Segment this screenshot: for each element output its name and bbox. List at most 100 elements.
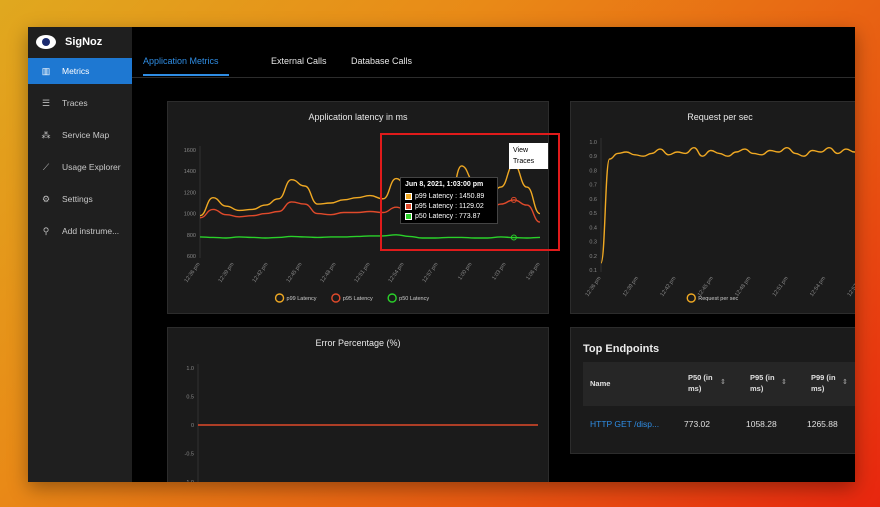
y-tick-label: 0.4 — [589, 225, 597, 231]
y-tick-label: 800 — [187, 233, 196, 239]
x-tick-label: 12:42 pm — [252, 261, 270, 284]
rps-chart[interactable]: 1.0 0.9 0.8 0.7 0.6 0.5 0.4 0.3 0.2 0.112:36 pm 12… — [571, 102, 855, 315]
legend-marker — [274, 293, 285, 303]
x-tick-label: 12:45 pm — [697, 275, 715, 298]
view-traces-button[interactable]: View Traces — [509, 143, 548, 169]
y-tick-label: 0.8 — [589, 168, 597, 174]
endpoint-p99: 1265.88 — [807, 419, 838, 429]
x-tick-label: 12:57 pm — [847, 275, 855, 298]
sidebar-item-traces[interactable]: ☰ Traces — [28, 90, 132, 116]
x-tick-label: 1:06 pm — [525, 261, 542, 281]
x-tick-label: 12:48 pm — [734, 275, 752, 298]
x-tick-label: 12:51 pm — [354, 261, 372, 284]
y-tick-label: 0.3 — [589, 240, 597, 246]
legend-label: p50 Latency — [399, 296, 429, 302]
tooltip-row-p50: p50 Latency : 773.87 — [405, 211, 493, 221]
app-window: SigNoz ▥ Metrics ☰ Traces ⁂ Service Map … — [28, 27, 855, 482]
endpoint-p50: 773.02 — [684, 419, 710, 429]
tab-bar: Application Metrics External Calls Datab… — [132, 27, 855, 78]
sort-p50-icon[interactable]: ⇕ — [720, 379, 726, 386]
sidebar-item-label: Settings — [62, 194, 93, 204]
app-name: SigNoz — [65, 36, 103, 48]
legend-label: p99 Latency — [287, 296, 317, 302]
hover-point — [510, 196, 517, 203]
y-tick-label: -1.0 — [185, 480, 194, 482]
x-tick-label: 12:36 pm — [585, 275, 603, 298]
sort-p95-icon[interactable]: ⇕ — [781, 379, 787, 386]
table-row[interactable]: HTTP GET /disp... 773.02 1058.28 1265.88 — [583, 406, 855, 442]
sidebar-item-add-instrumentation[interactable]: ⚲ Add instrume... — [28, 218, 132, 244]
logo[interactable]: SigNoz — [36, 31, 102, 53]
error-chart[interactable]: 1.0 0.5 0 -0.5 -1.0 — [168, 328, 550, 482]
y-tick-label: 600 — [187, 254, 196, 260]
sidebar-nav: ▥ Metrics ☰ Traces ⁂ Service Map ⟋ Usage… — [28, 58, 132, 250]
x-tick-label: 12:36 pm — [184, 261, 202, 284]
p95-swatch — [405, 202, 412, 210]
series-line-1 — [600, 146, 855, 264]
x-tick-label: 12:39 pm — [218, 261, 236, 284]
api-icon: ⚲ — [42, 225, 50, 236]
x-tick-label: 12:54 pm — [388, 261, 406, 284]
y-tick-label: 0.5 — [186, 395, 194, 401]
tab-application-metrics[interactable]: Application Metrics — [143, 56, 219, 66]
tab-external-calls[interactable]: External Calls — [271, 56, 327, 66]
hover-point — [510, 234, 517, 241]
sidebar-item-service-map[interactable]: ⁂ Service Map — [28, 122, 132, 148]
legend-label: p95 Latency — [343, 296, 373, 302]
p50-swatch — [405, 212, 412, 220]
p99-swatch — [405, 192, 412, 200]
sort-p99-icon[interactable]: ⇕ — [842, 379, 848, 386]
latency-chart-title: Application latency in ms — [308, 112, 408, 122]
tooltip-row-p95: p95 Latency : 1129.02 — [405, 201, 493, 211]
line-chart-icon: ⟋ — [42, 161, 50, 172]
y-tick-label: 0.9 — [589, 154, 597, 160]
col-p95[interactable]: P95 (in ms) — [750, 373, 775, 393]
signoz-logo-icon — [36, 35, 56, 49]
x-tick-label: 12:57 pm — [422, 261, 440, 284]
sidebar-item-metrics[interactable]: ▥ Metrics — [28, 58, 132, 84]
sidebar: SigNoz ▥ Metrics ☰ Traces ⁂ Service Map … — [28, 27, 132, 482]
x-tick-label: 12:48 pm — [320, 261, 338, 284]
x-tick-label: 12:45 pm — [286, 261, 304, 284]
series-line-3 — [199, 234, 541, 239]
active-tab-indicator — [143, 74, 229, 76]
chart-tooltip: Jun 8, 2021, 1:03:00 pm p99 Latency : 14… — [400, 177, 498, 224]
sidebar-item-label: Service Map — [62, 130, 110, 140]
y-tick-label: 0.7 — [589, 183, 597, 189]
col-p50[interactable]: P50 (in ms) — [688, 373, 713, 393]
align-left-icon: ☰ — [41, 97, 51, 108]
legend-marker — [331, 293, 341, 303]
y-tick-label: 1.0 — [186, 366, 194, 372]
y-tick-label: 1400 — [184, 169, 196, 175]
y-tick-label: 1.0 — [589, 140, 597, 146]
col-name[interactable]: Name — [590, 379, 611, 388]
y-tick-label: 1200 — [184, 190, 196, 196]
top-endpoints-card: Top Endpoints Name P50 (in ms) ⇕ P95 (in… — [570, 327, 855, 454]
tooltip-row-p99: p99 Latency : 1450.89 — [405, 191, 493, 201]
y-tick-label: -0.5 — [185, 452, 194, 458]
sidebar-item-label: Add instrume... — [62, 226, 120, 236]
tooltip-p50-text: p50 Latency : 773.87 — [415, 212, 481, 220]
sidebar-item-usage-explorer[interactable]: ⟋ Usage Explorer — [28, 154, 132, 180]
x-tick-label: 1:03 pm — [491, 261, 508, 281]
col-p99[interactable]: P99 (in ms) — [811, 373, 836, 393]
endpoint-p95: 1058.28 — [746, 419, 777, 429]
rps-chart-card: Request per sec 1.0 0.9 0.8 0.7 0.6 0.5 0.4 0.3… — [570, 101, 855, 314]
tooltip-title: Jun 8, 2021, 1:03:00 pm — [405, 181, 484, 188]
rps-chart-title: Request per sec — [687, 112, 753, 122]
y-tick-label: 0 — [191, 423, 194, 429]
sidebar-item-settings[interactable]: ⚙ Settings — [28, 186, 132, 212]
legend-marker — [387, 293, 397, 303]
x-tick-label: 1:00 pm — [457, 261, 474, 281]
tooltip-p95-text: p95 Latency : 1129.02 — [415, 202, 484, 210]
endpoints-table-header: Name P50 (in ms) ⇕ P95 (in ms) ⇕ P99 (in… — [583, 362, 855, 406]
x-tick-label: 12:42 pm — [659, 275, 677, 298]
endpoint-name-link[interactable]: HTTP GET /disp... — [590, 419, 660, 429]
sidebar-item-label: Usage Explorer — [62, 162, 121, 172]
tab-database-calls[interactable]: Database Calls — [351, 56, 413, 66]
tooltip-p99-text: p99 Latency : 1450.89 — [415, 192, 485, 200]
y-tick-label: 0.1 — [589, 268, 597, 274]
sidebar-item-label: Traces — [62, 98, 88, 108]
y-tick-label: 1000 — [184, 212, 196, 218]
